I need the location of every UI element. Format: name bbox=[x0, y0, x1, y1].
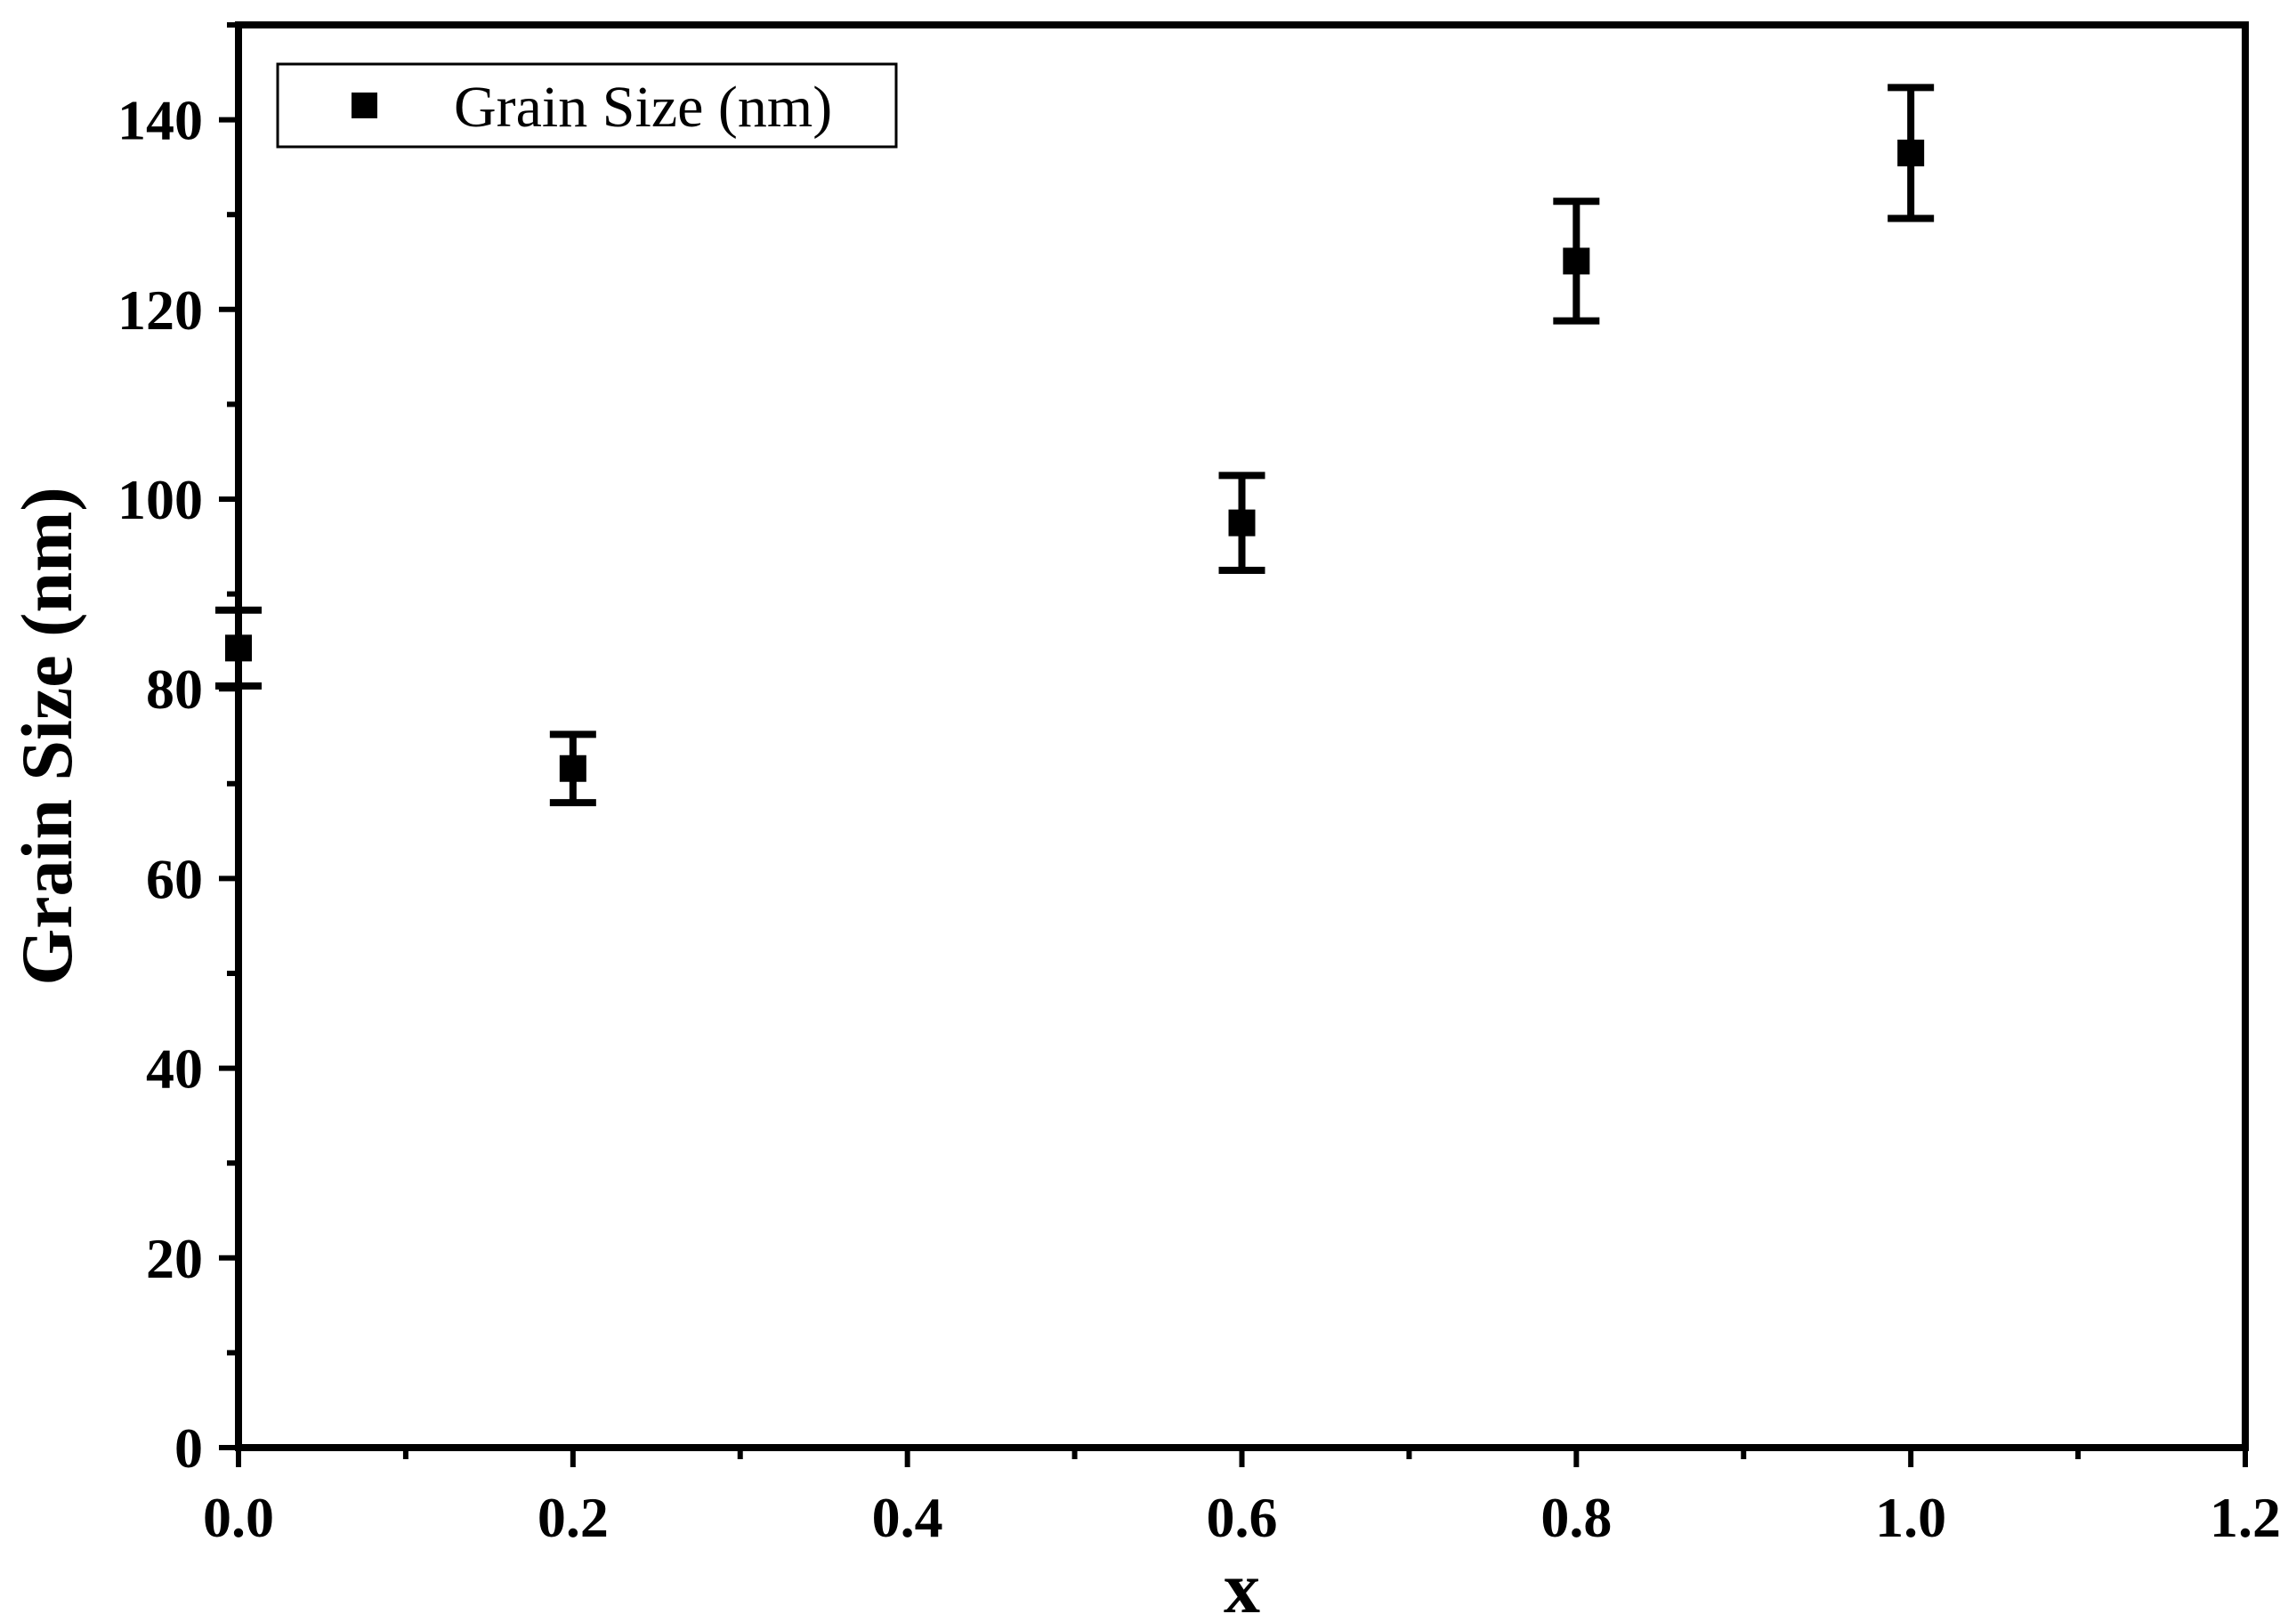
plot-frame bbox=[235, 21, 2249, 1451]
y-axis-title: Grain Size (nm) bbox=[6, 487, 87, 985]
legend-box bbox=[276, 62, 898, 149]
x-axis-title: x bbox=[1224, 1547, 1260, 1622]
x-tick-label: 0.4 bbox=[872, 1486, 943, 1549]
y-tick-label: 0 bbox=[174, 1416, 203, 1480]
data-point bbox=[1228, 509, 1256, 537]
x-tick-label: 1.0 bbox=[1875, 1486, 1946, 1549]
x-tick-label: 1.2 bbox=[2210, 1486, 2281, 1549]
y-tick-labels: 0 20 40 60 80 100 120 140 bbox=[117, 89, 203, 1480]
x-tick-label: 0.6 bbox=[1207, 1486, 1278, 1549]
x-tick-labels: 0.0 0.2 0.4 0.6 0.8 1.0 1.2 bbox=[203, 1486, 2281, 1549]
y-tick-label: 20 bbox=[146, 1227, 203, 1290]
legend-label: Grain Size (nm) bbox=[454, 75, 832, 140]
x-tick-label: 0.2 bbox=[538, 1486, 609, 1549]
legend: Grain Size (nm) bbox=[276, 62, 898, 149]
data-point bbox=[1563, 247, 1590, 275]
data-point bbox=[559, 755, 586, 782]
x-tick-label: 0.8 bbox=[1540, 1486, 1612, 1549]
y-tick-label: 80 bbox=[146, 658, 203, 721]
legend-marker bbox=[352, 93, 377, 118]
y-tick-label: 60 bbox=[146, 847, 203, 910]
x-tick-label: 0.0 bbox=[203, 1486, 274, 1549]
data-points bbox=[225, 139, 1925, 782]
y-tick-label: 40 bbox=[146, 1037, 203, 1101]
y-tick-label: 140 bbox=[117, 89, 203, 152]
y-tick-label: 100 bbox=[117, 468, 203, 531]
data-point bbox=[1897, 139, 1925, 166]
y-tick-label: 120 bbox=[117, 278, 203, 342]
